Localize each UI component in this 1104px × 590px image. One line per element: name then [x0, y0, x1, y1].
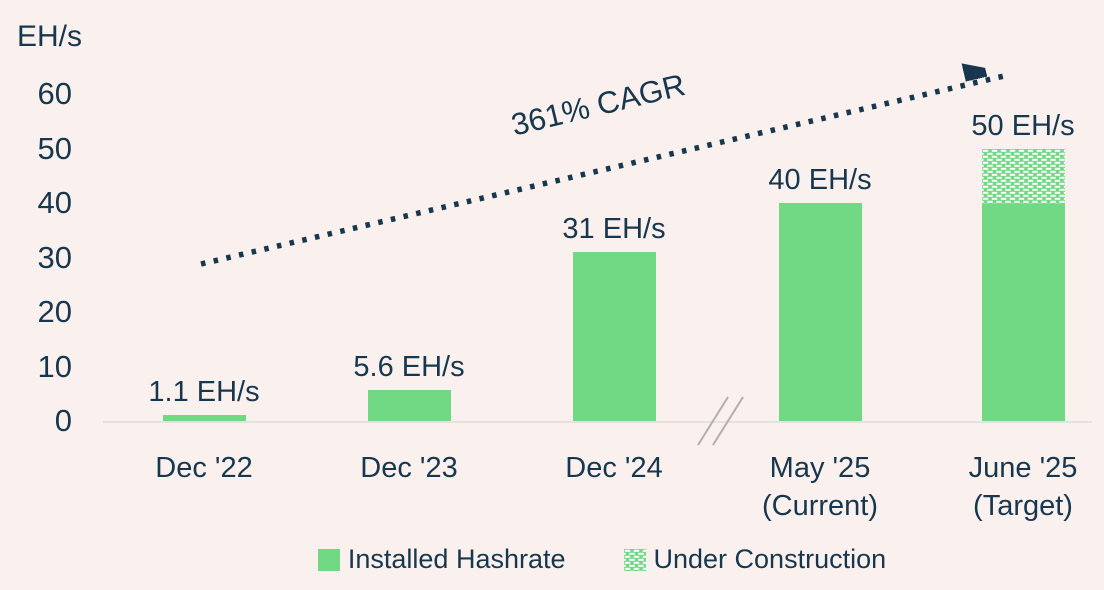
- bar-value-label: 31 EH/s: [562, 213, 666, 246]
- x-label-dec-23: Dec '23: [360, 452, 458, 484]
- legend-item-under-construction: Under Construction: [623, 544, 887, 575]
- bar-value-label: 1.1 EH/s: [148, 376, 260, 408]
- under-construction-swatch-icon: [623, 548, 646, 571]
- x-label-dec-24: Dec '24: [565, 452, 663, 484]
- y-tick-60: 60: [37, 76, 72, 111]
- y-tick-40: 40: [37, 185, 72, 220]
- bar-solid-june-25: [981, 203, 1065, 421]
- bar-value-label: 40 EH/s: [768, 164, 872, 196]
- legend-label-under-construction: Under Construction: [653, 544, 887, 574]
- bar-value-label: 5.6 EH/s: [353, 351, 465, 384]
- y-tick-10: 10: [37, 348, 72, 384]
- x-label-may-25: May '25 (Current): [761, 452, 879, 522]
- y-tick-0: 0: [54, 403, 72, 438]
- legend-item-installed: Installed Hashrate: [317, 544, 566, 575]
- x-label-june-25: June '25 (Target): [968, 452, 1078, 522]
- legend-label-installed: Installed Hashrate: [347, 544, 566, 574]
- cagr-annotation: 361% CAGR: [507, 67, 689, 143]
- legend: Installed Hashrate Under Construction: [100, 544, 1104, 575]
- bar-solid-dec-22: [162, 415, 246, 421]
- y-tick-50: 50: [37, 130, 72, 166]
- bar-hatch-june-25: [981, 148, 1065, 204]
- y-axis-unit-label: EH/s: [17, 20, 83, 53]
- bar-solid-may-25: [778, 203, 862, 421]
- installed-hashrate-swatch-icon: [317, 548, 340, 571]
- bar-solid-dec-24: [572, 252, 656, 421]
- y-tick-20: 20: [37, 294, 72, 329]
- bar-solid-dec-23: [367, 390, 451, 421]
- x-axis-line: [103, 421, 1092, 423]
- y-tick-30: 30: [37, 239, 72, 275]
- x-label-dec-22: Dec '22: [155, 452, 253, 484]
- bar-value-label: 50 EH/s: [971, 109, 1075, 142]
